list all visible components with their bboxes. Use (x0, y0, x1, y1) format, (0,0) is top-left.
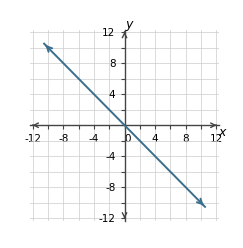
Text: y: y (125, 18, 133, 31)
Text: x: x (218, 126, 226, 139)
